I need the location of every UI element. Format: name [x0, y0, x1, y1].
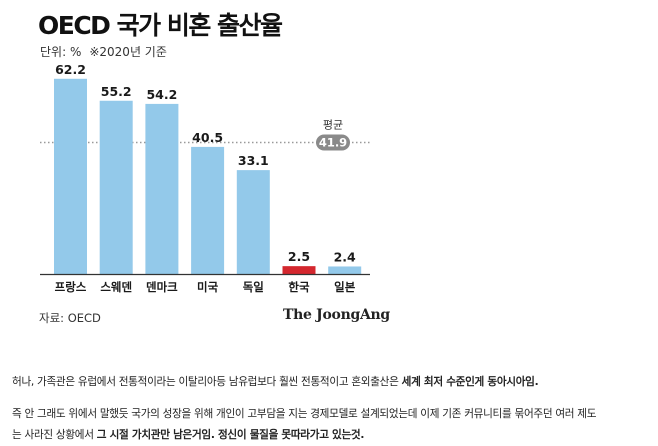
category-label-1: 스웨덴: [100, 280, 132, 294]
category-label-5: 한국: [288, 280, 310, 294]
average-value: 41.9: [319, 135, 347, 149]
bar-3: [191, 146, 225, 274]
article-paragraph-1: 허나, 가족관은 유럽에서 전통적이라는 이탈리아등 남유럽보다 훨씬 전통적이…: [12, 372, 652, 393]
unit-label: 단위: %: [40, 45, 82, 59]
data-label-1: 55.2: [101, 84, 132, 99]
bar-chart: 62.2 프랑스 55.2 스웨덴 54.2 덴마크 40.5 미국 33.1 독일 2.5 한국 2.…: [40, 62, 370, 294]
joongang-logo: The JoongAng: [283, 307, 390, 323]
data-label-4: 33.1: [238, 153, 269, 168]
unit-note: 단위: % ※2020년 기준: [40, 43, 167, 60]
bar-6: [328, 266, 362, 274]
chart-source: 자료: OECD: [39, 311, 101, 325]
bar-2: [145, 103, 179, 274]
article-p2-text: 즉 안 그래도 위에서 말했듯 국가의 성장을 위해 개인이 고부담을 지는 경…: [12, 408, 597, 420]
data-label-3: 40.5: [192, 130, 223, 145]
bar-5: [282, 266, 316, 274]
bar-1: [99, 100, 133, 274]
category-label-4: 독일: [243, 280, 264, 294]
data-label-2: 54.2: [146, 87, 177, 102]
average-badge: [316, 134, 350, 151]
article-p2-emphasis: 그 시절 가치관만 남은거임. 정신이 물질을 못따라가고 있는것.: [96, 429, 365, 441]
data-label-5: 2.5: [288, 249, 310, 264]
article-p2-text-cont: 는 사라진 상황에서: [12, 429, 97, 441]
chart-title: OECD 국가 비혼 출산율: [38, 11, 283, 40]
average-label: 평균: [323, 118, 343, 131]
article-p1-text: 허나, 가족관은 유럽에서 전통적이라는 이탈리아등 남유럽보다 훨씬 전통적이…: [12, 376, 402, 388]
article-paragraph-2: 즉 안 그래도 위에서 말했듯 국가의 성장을 위해 개인이 고부담을 지는 경…: [12, 404, 652, 446]
data-label-6: 2.4: [334, 249, 356, 264]
category-label-3: 미국: [197, 280, 219, 294]
category-label-0: 프랑스: [55, 280, 87, 294]
data-label-0: 62.2: [55, 62, 86, 77]
bar-4: [236, 170, 270, 274]
category-label-6: 일본: [334, 280, 356, 294]
article-p1-emphasis: 세계 최저 수준인게 동아시아임.: [401, 376, 539, 388]
bar-0: [54, 78, 87, 274]
category-label-2: 덴마크: [146, 280, 178, 294]
base-year-note: ※2020년 기준: [89, 45, 167, 59]
